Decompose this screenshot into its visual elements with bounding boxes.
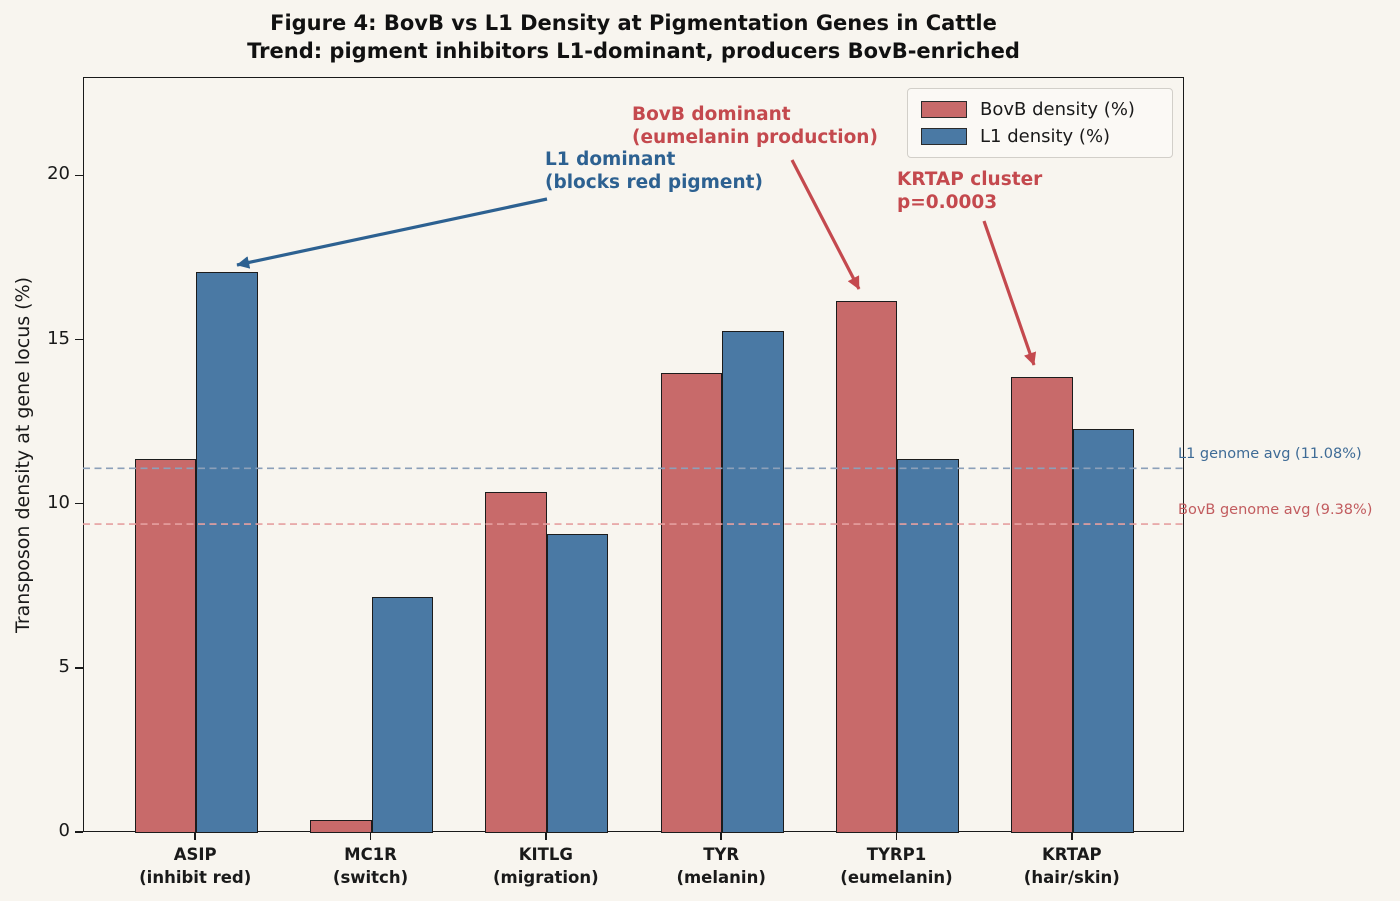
annotation-line: BovB dominant xyxy=(632,104,791,125)
bar-bovb-krtap xyxy=(1011,376,1073,833)
y-tick-mark xyxy=(75,667,83,669)
bar-bovb-tyr xyxy=(660,373,723,833)
bar-l1-kitlg xyxy=(546,534,609,833)
x-tick-mark xyxy=(720,832,722,840)
y-tick-label: 20 xyxy=(47,163,70,185)
y-tick-label: 5 xyxy=(58,655,70,677)
y-tick-mark xyxy=(75,502,83,505)
x-label-gene: TYRP1 xyxy=(866,845,927,864)
bar-bovb-mc1r xyxy=(310,819,372,833)
x-label-role: (migration) xyxy=(493,868,599,887)
y-axis-label: Transposon density at gene locus (%) xyxy=(12,276,34,633)
y-tick-mark xyxy=(75,174,83,177)
x-label-role: (eumelanin) xyxy=(840,868,953,887)
x-label-role: (switch) xyxy=(332,868,409,887)
bar-l1-tyr xyxy=(722,330,784,833)
x-tick-label: KRTAP (hair/skin) xyxy=(962,843,1182,889)
annotation-line: (blocks red pigment) xyxy=(545,172,763,193)
x-tick-label: TYRP1 (eumelanin) xyxy=(786,843,1006,889)
x-label-gene: ASIP xyxy=(173,845,217,864)
plot-area xyxy=(83,77,1184,833)
x-tick-mark xyxy=(545,832,547,840)
bar-l1-mc1r xyxy=(371,596,433,833)
annotation-text: BovB dominant (eumelanin production) xyxy=(632,103,878,149)
annotation-text: KRTAP cluster p=0.0003 xyxy=(897,168,1042,214)
x-tick-mark xyxy=(369,832,372,840)
annotation-line: p=0.0003 xyxy=(897,192,998,213)
x-label-role: (melanin) xyxy=(676,868,766,887)
bar-bovb-tyrp1 xyxy=(836,301,898,833)
reference-line-label: L1 genome avg (11.08%) xyxy=(1178,446,1362,463)
y-tick-mark xyxy=(75,338,83,341)
legend: BovB density (%) L1 density (%) xyxy=(907,88,1173,158)
bar-bovb-asip xyxy=(134,458,197,833)
annotation-text: L1 dominant (blocks red pigment) xyxy=(545,148,763,194)
bar-l1-asip xyxy=(196,271,258,833)
legend-swatch xyxy=(921,101,967,118)
y-tick-label: 0 xyxy=(58,820,70,841)
x-tick-mark xyxy=(194,832,196,840)
reference-line-label: BovB genome avg (9.38%) xyxy=(1178,502,1373,519)
y-tick-label: 15 xyxy=(47,327,70,349)
legend-item: L1 density (%) xyxy=(921,126,1172,147)
annotation-line: KRTAP cluster xyxy=(897,169,1043,190)
x-tick-label: ASIP (inhibit red) xyxy=(85,843,305,889)
x-label-gene: KRTAP xyxy=(1041,845,1102,864)
bar-l1-krtap xyxy=(1072,429,1135,833)
legend-label: L1 density (%) xyxy=(980,126,1111,147)
x-tick-label: KITLG (migration) xyxy=(436,843,656,889)
x-tick-label: MC1R (switch) xyxy=(261,843,481,889)
y-tick-label: 10 xyxy=(47,491,70,513)
legend-item: BovB density (%) xyxy=(921,99,1172,120)
annotation-line: L1 dominant xyxy=(545,149,676,170)
chart-title: Figure 4: BovB vs L1 Density at Pigmenta… xyxy=(270,11,997,35)
x-tick-mark xyxy=(1071,832,1073,840)
y-tick-mark xyxy=(75,831,83,833)
legend-label: BovB density (%) xyxy=(980,99,1135,120)
x-label-role: (hair/skin) xyxy=(1023,868,1120,887)
bar-bovb-kitlg xyxy=(485,491,547,833)
chart-subtitle: Trend: pigment inhibitors L1-dominant, p… xyxy=(247,39,1020,63)
x-tick-mark xyxy=(895,832,898,840)
x-label-gene: KITLG xyxy=(518,845,573,864)
legend-swatch xyxy=(921,128,967,145)
x-tick-label: TYR (melanin) xyxy=(611,843,831,889)
bar-l1-tyrp1 xyxy=(897,458,959,833)
x-label-role: (inhibit red) xyxy=(139,868,252,887)
x-label-gene: MC1R xyxy=(344,845,397,864)
x-label-gene: TYR xyxy=(703,845,740,864)
annotation-line: (eumelanin production) xyxy=(632,127,878,148)
